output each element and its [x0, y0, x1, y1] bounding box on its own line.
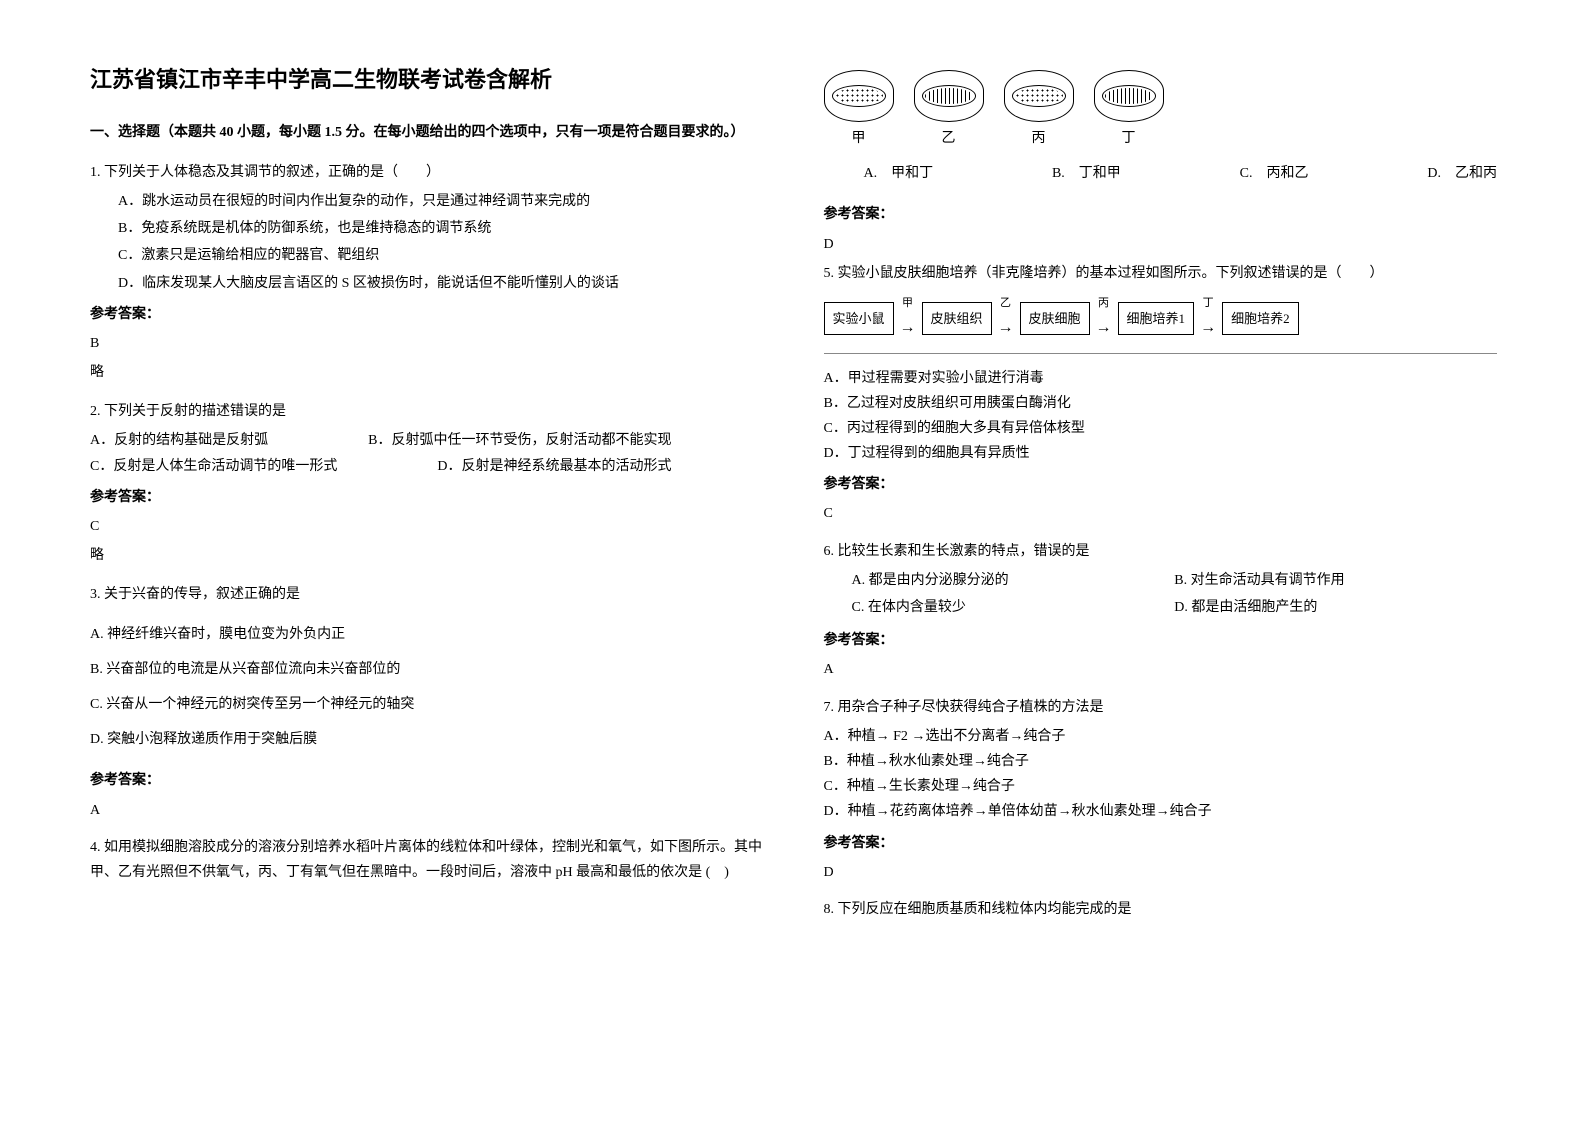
q1-note: 略 — [90, 360, 764, 385]
flow-box-1: 实验小鼠 — [824, 302, 894, 335]
q4-answer: D — [824, 232, 1498, 257]
flow-arrow-ding: 丁 → — [1200, 294, 1216, 343]
q5-stem: 5. 实验小鼠皮肤细胞培养（非克隆培养）的基本过程如图所示。下列叙述错误的是（ … — [824, 261, 1498, 286]
q5-option-a: A．甲过程需要对实验小鼠进行消毒 — [824, 366, 1498, 391]
q1-option-b: B．免疫系统既是机体的防御系统，也是维持稳态的调节系统 — [90, 216, 764, 241]
q5-flow-diagram: 实验小鼠 甲 → 皮肤组织 乙 → 皮肤细胞 丙 → 细胞培养1 丁 → 细胞培… — [824, 294, 1498, 354]
question-1: 1. 下列关于人体稳态及其调节的叙述，正确的是（ ） A．跳水运动员在很短的时间… — [90, 160, 764, 392]
arrow-label: 丙 — [1098, 294, 1109, 314]
q2-note: 略 — [90, 543, 764, 568]
q6-option-a: A. 都是由内分泌腺分泌的 — [852, 568, 1175, 593]
question-4: 4. 如用模拟细胞溶胶成分的溶液分别培养水稻叶片离体的线粒体和叶绿体，控制光和氧… — [90, 835, 764, 889]
q4-option-c: C. 丙和乙 — [1240, 161, 1309, 186]
petri-yi: 乙 — [914, 70, 984, 151]
q3-option-d: D. 突触小泡释放递质作用于突触后膜 — [90, 727, 764, 752]
question-3: 3. 关于兴奋的传导，叙述正确的是 A. 神经纤维兴奋时，膜电位变为外负内正 B… — [90, 582, 764, 826]
label-jia: 甲 — [852, 126, 866, 151]
petri-bing: 丙 — [1004, 70, 1074, 151]
q4-option-d: D. 乙和丙 — [1427, 161, 1497, 186]
label-bing: 丙 — [1032, 126, 1046, 151]
q1-option-d: D．临床发现某人大脑皮层言语区的 S 区被损伤时，能说话但不能听懂别人的谈话 — [90, 271, 764, 296]
q3-option-c: C. 兴奋从一个神经元的树突传至另一个神经元的轴突 — [90, 692, 764, 717]
petri-jia: 甲 — [824, 70, 894, 151]
flow-box-3: 皮肤细胞 — [1020, 302, 1090, 335]
answer-label: 参考答案： — [90, 485, 764, 510]
q7-option-b: B．种植→秋水仙素处理→纯合子 — [824, 749, 1498, 774]
q2-stem: 2. 下列关于反射的描述错误的是 — [90, 399, 764, 424]
answer-label: 参考答案： — [90, 768, 764, 793]
q7-option-c: C．种植→生长素处理→纯合子 — [824, 774, 1498, 799]
question-8: 8. 下列反应在细胞质基质和线粒体内均能完成的是 — [824, 897, 1498, 926]
flow-box-5: 细胞培养2 — [1222, 302, 1299, 335]
q7-stem: 7. 用杂合子种子尽快获得纯合子植株的方法是 — [824, 695, 1498, 720]
q4-diagram: 甲 乙 丙 丁 — [824, 70, 1498, 151]
section-1-title: 一、选择题（本题共 40 小题，每小题 1.5 分。在每小题给出的四个选项中，只… — [90, 120, 764, 145]
arrow-icon: → — [1200, 314, 1216, 343]
exam-title: 江苏省镇江市辛丰中学高二生物联考试卷含解析 — [90, 60, 764, 100]
q5-answer: C — [824, 501, 1498, 526]
arrow-label: 甲 — [902, 294, 913, 314]
q3-option-b: B. 兴奋部位的电流是从兴奋部位流向未兴奋部位的 — [90, 657, 764, 682]
flow-arrow-yi: 乙 → — [998, 294, 1014, 343]
q8-stem: 8. 下列反应在细胞质基质和线粒体内均能完成的是 — [824, 897, 1498, 922]
petri-ding: 丁 — [1094, 70, 1164, 151]
q5-option-b: B．乙过程对皮肤组织可用胰蛋白酶消化 — [824, 391, 1498, 416]
q6-answer: A — [824, 657, 1498, 682]
q6-option-b: B. 对生命活动具有调节作用 — [1174, 568, 1497, 593]
q7-answer: D — [824, 860, 1498, 885]
flow-box-4: 细胞培养1 — [1118, 302, 1195, 335]
right-column: 甲 乙 丙 丁 A. 甲和丁 B. 丁和甲 C. 丙和乙 D. 乙和丙 参考答案… — [824, 60, 1498, 1062]
q7-option-d: D．种植→花药离体培养→单倍体幼苗→秋水仙素处理→纯合子 — [824, 799, 1498, 824]
q2-option-c: C．反射是人体生命活动调节的唯一形式 — [90, 454, 337, 479]
arrow-label: 乙 — [1000, 294, 1011, 314]
q1-stem: 1. 下列关于人体稳态及其调节的叙述，正确的是（ ） — [90, 160, 764, 185]
answer-label: 参考答案： — [90, 302, 764, 327]
arrow-icon: → — [998, 314, 1014, 343]
q7-option-a: A．种植→ F2 →选出不分离者→纯合子 — [824, 724, 1498, 749]
q3-answer: A — [90, 798, 764, 823]
q2-option-d: D．反射是神经系统最基本的活动形式 — [437, 454, 671, 479]
q4-option-b: B. 丁和甲 — [1052, 161, 1121, 186]
question-2: 2. 下列关于反射的描述错误的是 A．反射的结构基础是反射弧 B．反射弧中任一环… — [90, 399, 764, 574]
q2-option-a: A．反射的结构基础是反射弧 — [90, 428, 268, 453]
q6-option-d: D. 都是由活细胞产生的 — [1174, 595, 1497, 620]
arrow-label: 丁 — [1203, 294, 1214, 314]
answer-label: 参考答案： — [824, 628, 1498, 653]
answer-label: 参考答案： — [824, 472, 1498, 497]
question-7: 7. 用杂合子种子尽快获得纯合子植株的方法是 A．种植→ F2 →选出不分离者→… — [824, 695, 1498, 889]
question-5: 5. 实验小鼠皮肤细胞培养（非克隆培养）的基本过程如图所示。下列叙述错误的是（ … — [824, 261, 1498, 531]
q3-stem: 3. 关于兴奋的传导，叙述正确的是 — [90, 582, 764, 607]
q6-stem: 6. 比较生长素和生长激素的特点，错误的是 — [824, 539, 1498, 564]
q1-option-a: A．跳水运动员在很短的时间内作出复杂的动作，只是通过神经调节来完成的 — [90, 189, 764, 214]
arrow-icon: → — [1096, 314, 1112, 343]
arrow-icon: → — [900, 314, 916, 343]
left-column: 江苏省镇江市辛丰中学高二生物联考试卷含解析 一、选择题（本题共 40 小题，每小… — [90, 60, 764, 1062]
q3-option-a: A. 神经纤维兴奋时，膜电位变为外负内正 — [90, 622, 764, 647]
q4-stem: 4. 如用模拟细胞溶胶成分的溶液分别培养水稻叶片离体的线粒体和叶绿体，控制光和氧… — [90, 835, 764, 885]
q4-option-a: A. 甲和丁 — [864, 161, 934, 186]
q6-option-c: C. 在体内含量较少 — [852, 595, 1175, 620]
flow-box-2: 皮肤组织 — [922, 302, 992, 335]
q4-options: A. 甲和丁 B. 丁和甲 C. 丙和乙 D. 乙和丙 — [824, 161, 1498, 186]
flow-arrow-jia: 甲 → — [900, 294, 916, 343]
question-6: 6. 比较生长素和生长激素的特点，错误的是 A. 都是由内分泌腺分泌的 B. 对… — [824, 539, 1498, 687]
q1-answer: B — [90, 331, 764, 356]
q2-option-b: B．反射弧中任一环节受伤，反射活动都不能实现 — [368, 428, 671, 453]
answer-label: 参考答案： — [824, 831, 1498, 856]
q1-option-c: C．激素只是运输给相应的靶器官、靶组织 — [90, 243, 764, 268]
q5-option-c: C．丙过程得到的细胞大多具有异倍体核型 — [824, 416, 1498, 441]
q2-answer: C — [90, 514, 764, 539]
label-yi: 乙 — [942, 126, 956, 151]
q5-option-d: D．丁过程得到的细胞具有异质性 — [824, 441, 1498, 466]
label-ding: 丁 — [1122, 126, 1136, 151]
answer-label: 参考答案： — [824, 202, 1498, 227]
flow-arrow-bing: 丙 → — [1096, 294, 1112, 343]
